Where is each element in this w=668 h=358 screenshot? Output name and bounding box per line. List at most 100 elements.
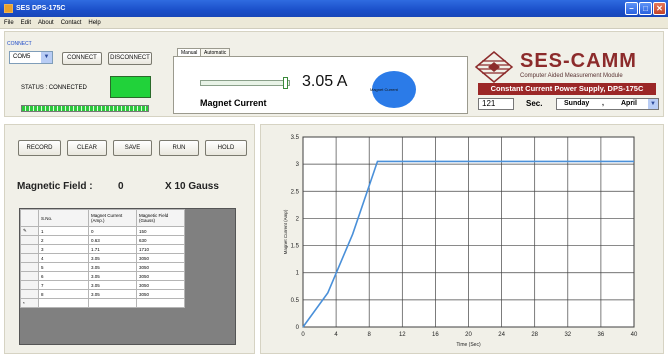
table-cell[interactable]: 4 <box>38 253 89 263</box>
clear-button[interactable]: CLEAR <box>67 140 107 156</box>
save-button[interactable]: SAVE <box>113 140 152 156</box>
menu-help[interactable]: Help <box>88 19 101 26</box>
y-tick-label: 3.5 <box>291 135 300 141</box>
table-cell[interactable]: 5 <box>38 262 89 272</box>
x-tick-label: 32 <box>564 332 571 338</box>
table-cell[interactable]: 0.63 <box>88 235 137 245</box>
date-separator: , <box>602 100 604 107</box>
table-cell[interactable]: 3050 <box>136 253 185 263</box>
tab-automatic[interactable]: Automatic <box>200 48 231 57</box>
table-row[interactable]: 5 3.05 3050 <box>20 262 185 272</box>
row-header[interactable] <box>20 262 39 272</box>
table-row[interactable]: 7 3.05 3050 <box>20 280 185 290</box>
minimize-button[interactable]: – <box>625 2 638 15</box>
table-cell[interactable]: 3.05 <box>88 262 137 272</box>
table-cell[interactable]: 3.05 <box>88 289 137 299</box>
row-header[interactable] <box>20 235 39 245</box>
menu-bar: File Edit About Contact Help <box>0 17 668 29</box>
table-row[interactable]: 6 3.05 3050 <box>20 271 185 281</box>
table-cell[interactable]: 8 <box>38 289 89 299</box>
x-tick-label: 40 <box>631 332 638 338</box>
y-axis-label: Magnet Current (Amp) <box>283 209 288 254</box>
menu-contact[interactable]: Contact <box>60 19 82 26</box>
column-header-current[interactable]: Magnet Current (Amp.) <box>88 209 137 227</box>
y-tick-label: 0.5 <box>291 298 300 304</box>
ses-logo-icon <box>474 51 514 83</box>
title-bar: SES DPS-175C – □ ✕ <box>0 0 668 17</box>
x-tick-label: 36 <box>598 332 605 338</box>
table-cell[interactable]: 7 <box>38 280 89 290</box>
disconnect-button[interactable]: DISCONNECT <box>108 52 152 65</box>
chevron-down-icon[interactable]: ▼ <box>41 52 52 63</box>
maximize-button[interactable]: □ <box>639 2 652 15</box>
table-cell[interactable]: 3050 <box>136 262 185 272</box>
hold-button[interactable]: HOLD <box>205 140 247 156</box>
slider-thumb[interactable] <box>283 77 289 89</box>
menu-edit[interactable]: Edit <box>20 19 32 26</box>
column-header-field[interactable]: Magnetic Field (Gauss) <box>136 209 185 227</box>
manual-tab-panel: 3.05 A Magnet Current Magnet Current <box>173 56 468 114</box>
connect-group-label: CONNECT <box>7 41 32 47</box>
row-header[interactable]: * <box>20 298 39 308</box>
row-header[interactable] <box>20 280 39 290</box>
magnet-current-chart: 0 4 8 12 16 20 24 28 32 36 40 0 0.5 1 1.5 2 2.5 3 3.5 Time … <box>283 135 638 348</box>
row-header[interactable] <box>20 289 39 299</box>
date-month: April <box>621 100 637 107</box>
row-header[interactable] <box>20 271 39 281</box>
table-cell[interactable] <box>38 298 89 308</box>
row-header[interactable]: ✎ <box>20 226 39 236</box>
connect-button[interactable]: CONNECT <box>62 52 102 65</box>
record-button[interactable]: RECORD <box>18 140 61 156</box>
table-row[interactable]: 4 3.05 3050 <box>20 253 185 263</box>
table-cell[interactable] <box>88 298 137 308</box>
table-cell[interactable]: 3.05 <box>88 271 137 281</box>
connection-progress-bar <box>21 105 149 112</box>
row-header-corner <box>20 209 39 227</box>
row-header[interactable] <box>20 244 39 254</box>
menu-about[interactable]: About <box>38 19 54 26</box>
series-line <box>302 160 634 328</box>
x-tick-label: 28 <box>531 332 538 338</box>
run-button[interactable]: RUN <box>159 140 199 156</box>
data-table[interactable]: S.No. Magnet Current (Amp.) Magnetic Fie… <box>19 208 236 345</box>
y-tick-label: 2.5 <box>291 189 300 195</box>
close-button[interactable]: ✕ <box>653 2 666 15</box>
menu-file[interactable]: File <box>4 19 14 26</box>
table-row[interactable]: 8 3.05 3050 <box>20 289 185 299</box>
table-cell[interactable]: 150 <box>136 226 185 236</box>
table-cell[interactable]: 0 <box>88 226 137 236</box>
table-cell[interactable] <box>136 298 185 308</box>
status-text: STATUS : CONNECTED <box>21 85 87 91</box>
com-port-select[interactable]: COM5 ▼ <box>9 51 53 64</box>
table-row[interactable]: ✎ 1 0 150 <box>20 226 185 236</box>
x-tick-label: 24 <box>498 332 505 338</box>
table-cell[interactable]: 3050 <box>136 271 185 281</box>
row-header[interactable] <box>20 253 39 263</box>
y-tick-label: 1 <box>296 271 300 277</box>
table-cell[interactable]: 2 <box>38 235 89 245</box>
chart-panel: 0 4 8 12 16 20 24 28 32 36 40 0 0.5 1 1.5 2 2.5 3 3.5 Time … <box>260 124 664 354</box>
column-header-sno[interactable]: S.No. <box>38 209 89 227</box>
logo-subtitle: Computer Aided Measurement Module <box>520 73 623 79</box>
current-slider[interactable] <box>200 77 290 89</box>
table-cell[interactable]: 6 <box>38 271 89 281</box>
table-cell[interactable]: 1 <box>38 226 89 236</box>
table-row[interactable]: 2 0.63 630 <box>20 235 185 245</box>
table-cell[interactable]: 3.05 <box>88 253 137 263</box>
new-row[interactable]: * <box>20 298 185 308</box>
table-cell[interactable]: 3050 <box>136 289 185 299</box>
table-row[interactable]: 3 1.71 1710 <box>20 244 185 254</box>
chevron-down-icon[interactable]: ▼ <box>648 99 658 109</box>
table-cell[interactable]: 3.05 <box>88 280 137 290</box>
table-cell[interactable]: 3 <box>38 244 89 254</box>
table-cell[interactable]: 1.71 <box>88 244 137 254</box>
table-cell[interactable]: 630 <box>136 235 185 245</box>
date-select[interactable]: Sunday , April ▼ <box>556 98 659 110</box>
app-icon <box>4 4 13 13</box>
x-tick-label: 20 <box>465 332 472 338</box>
table-cell[interactable]: 1710 <box>136 244 185 254</box>
x-tick-label: 8 <box>368 332 372 338</box>
connection-led <box>110 76 151 98</box>
table-cell[interactable]: 3050 <box>136 280 185 290</box>
y-tick-label: 0 <box>296 325 300 331</box>
